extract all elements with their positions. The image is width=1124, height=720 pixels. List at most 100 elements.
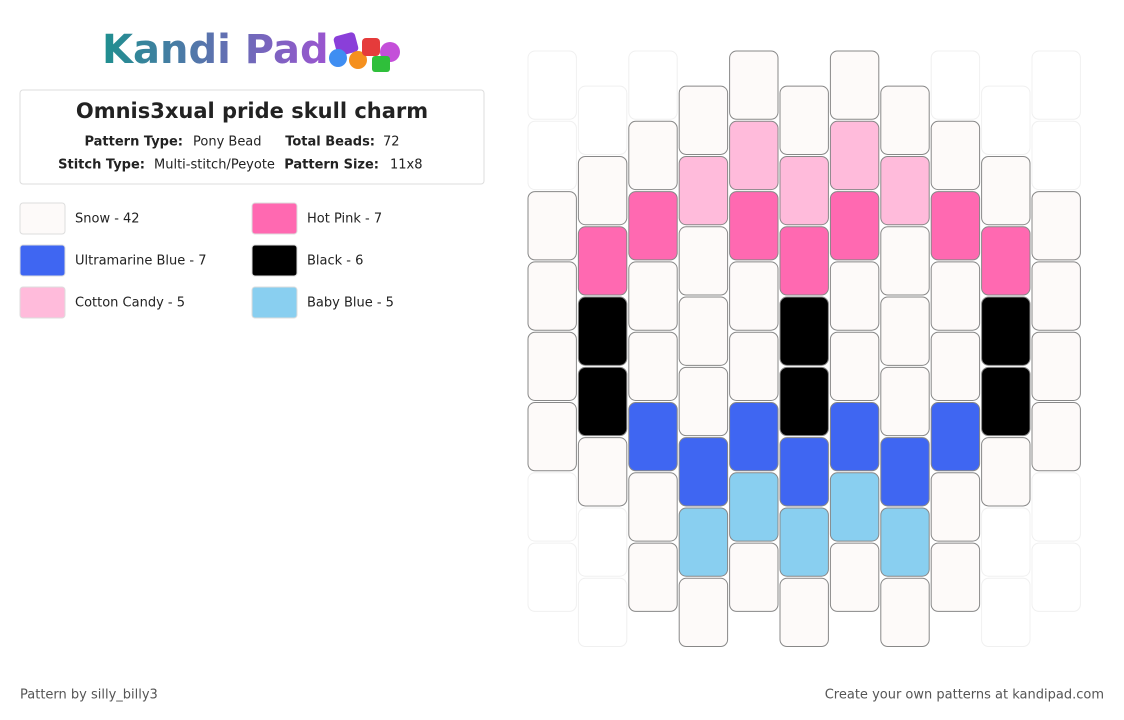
bead xyxy=(577,226,628,296)
bead xyxy=(527,261,577,331)
bead xyxy=(678,507,729,577)
bead xyxy=(981,226,1031,296)
info-value: Pony Bead xyxy=(193,135,262,150)
legend-swatch xyxy=(251,286,298,319)
bead xyxy=(628,331,678,402)
empty-slot xyxy=(577,507,628,577)
bead xyxy=(678,226,729,296)
legend-swatch xyxy=(19,202,66,235)
legend-label: Cotton Candy - 5 xyxy=(75,296,185,311)
bead xyxy=(577,155,628,226)
bead xyxy=(628,542,678,612)
info-label: Pattern Type: xyxy=(84,135,183,150)
bead xyxy=(981,296,1031,366)
bead xyxy=(678,366,729,437)
bead xyxy=(880,226,930,296)
bead xyxy=(880,366,930,437)
bead xyxy=(628,261,678,331)
empty-slot xyxy=(981,85,1031,155)
info-value: Multi-stitch/Peyote xyxy=(154,158,275,173)
bead xyxy=(779,296,829,366)
bead xyxy=(527,402,577,472)
legend-label: Baby Blue - 5 xyxy=(307,296,394,311)
bead xyxy=(678,577,729,648)
empty-slot xyxy=(527,50,577,120)
bead xyxy=(729,50,779,120)
bead xyxy=(829,472,880,542)
bead xyxy=(577,296,628,366)
empty-slot xyxy=(527,542,577,612)
bead xyxy=(779,226,829,296)
bead xyxy=(829,120,880,191)
empty-slot xyxy=(1031,120,1081,191)
bead xyxy=(930,120,981,191)
empty-slot xyxy=(628,50,678,120)
bead xyxy=(829,191,880,261)
bead xyxy=(678,437,729,507)
bead xyxy=(678,155,729,226)
bead xyxy=(829,50,880,120)
info-label: Total Beads: xyxy=(285,135,375,150)
credit[interactable]: Pattern by silly_billy3 xyxy=(20,688,158,703)
bead xyxy=(981,155,1031,226)
legend-swatch xyxy=(19,244,66,277)
bead xyxy=(829,542,880,612)
bead xyxy=(930,472,981,542)
empty-slot xyxy=(981,507,1031,577)
legend-swatch xyxy=(251,202,298,235)
bead xyxy=(829,261,880,331)
bead xyxy=(880,296,930,366)
info-label: Pattern Size: xyxy=(284,158,379,173)
bead xyxy=(1031,191,1081,261)
bead xyxy=(628,402,678,472)
empty-slot xyxy=(577,577,628,648)
bead xyxy=(880,507,930,577)
bead xyxy=(628,120,678,191)
empty-slot xyxy=(981,577,1031,648)
info-card xyxy=(19,89,485,185)
bead xyxy=(981,366,1031,437)
bead xyxy=(729,120,779,191)
bead xyxy=(1031,331,1081,402)
bead xyxy=(779,577,829,648)
legend-swatch xyxy=(19,286,66,319)
bead xyxy=(729,261,779,331)
bead xyxy=(930,261,981,331)
bead xyxy=(678,296,729,366)
legend-label: Black - 6 xyxy=(307,254,363,269)
bead xyxy=(729,542,779,612)
legend-label: Ultramarine Blue - 7 xyxy=(75,254,207,269)
bead xyxy=(527,331,577,402)
bead xyxy=(628,191,678,261)
empty-slot xyxy=(1031,50,1081,120)
legend-swatch xyxy=(251,244,298,277)
bead xyxy=(779,366,829,437)
empty-slot xyxy=(577,85,628,155)
bead xyxy=(628,472,678,542)
bead xyxy=(779,85,829,155)
empty-slot xyxy=(1031,472,1081,542)
logo[interactable]: Kandi Pad xyxy=(102,27,329,73)
bead xyxy=(729,331,779,402)
empty-slot xyxy=(930,50,981,120)
empty-slot xyxy=(527,120,577,191)
bead xyxy=(981,437,1031,507)
legend-label: Hot Pink - 7 xyxy=(307,212,382,227)
bead xyxy=(577,366,628,437)
info-label: Stitch Type: xyxy=(58,158,145,173)
bead xyxy=(1031,402,1081,472)
bead xyxy=(678,85,729,155)
bead xyxy=(930,542,981,612)
pattern-title: Omnis3xual pride skull charm xyxy=(76,99,428,123)
bead xyxy=(880,155,930,226)
bead xyxy=(779,507,829,577)
bead xyxy=(729,191,779,261)
info-value: 11x8 xyxy=(390,158,423,173)
bead xyxy=(880,577,930,648)
legend-label: Snow - 42 xyxy=(75,212,140,227)
bead xyxy=(729,402,779,472)
site-link[interactable]: Create your own patterns at kandipad.com xyxy=(825,688,1104,703)
bead xyxy=(829,331,880,402)
